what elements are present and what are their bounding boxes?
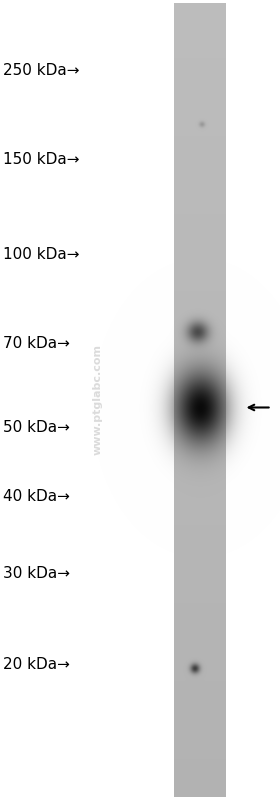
Text: 20 kDa→: 20 kDa→ (3, 658, 70, 672)
Text: www.ptglabc.com: www.ptglabc.com (93, 344, 103, 455)
Text: 100 kDa→: 100 kDa→ (3, 247, 79, 261)
Text: 250 kDa→: 250 kDa→ (3, 63, 79, 78)
Text: 40 kDa→: 40 kDa→ (3, 490, 70, 504)
Text: 50 kDa→: 50 kDa→ (3, 420, 70, 435)
Text: 70 kDa→: 70 kDa→ (3, 336, 70, 351)
Text: 30 kDa→: 30 kDa→ (3, 566, 70, 581)
Text: 150 kDa→: 150 kDa→ (3, 153, 79, 167)
